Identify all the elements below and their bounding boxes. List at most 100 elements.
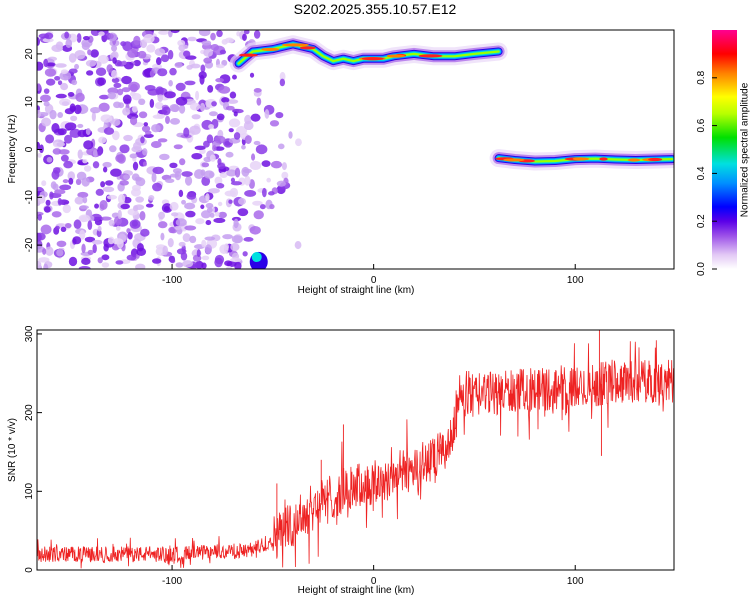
noise-blob bbox=[211, 101, 217, 107]
noise-blob bbox=[195, 260, 204, 269]
noise-blob bbox=[253, 88, 262, 93]
lower-line-peak bbox=[627, 158, 641, 162]
noise-blob bbox=[182, 260, 194, 268]
noise-blob bbox=[184, 175, 193, 186]
noise-blob bbox=[142, 148, 148, 156]
noise-blob bbox=[181, 171, 193, 177]
noise-blob bbox=[54, 189, 66, 195]
noise-blob bbox=[215, 64, 225, 69]
noise-blob bbox=[149, 70, 155, 78]
noise-blob bbox=[253, 30, 261, 39]
noise-blob bbox=[81, 257, 91, 265]
noise-blob bbox=[206, 207, 213, 213]
noise-blob bbox=[75, 178, 82, 186]
noise-blob bbox=[154, 48, 166, 56]
noise-blob bbox=[205, 202, 214, 209]
noise-blob bbox=[42, 248, 47, 255]
noise-blob bbox=[42, 37, 54, 43]
noise-blob bbox=[203, 48, 214, 57]
noise-blob bbox=[250, 113, 261, 122]
colorbar-tick-label: 0.0 bbox=[696, 262, 707, 276]
noise-blob bbox=[275, 112, 284, 119]
noise-blob bbox=[37, 83, 41, 92]
noise-blob bbox=[37, 61, 44, 71]
noise-blob bbox=[143, 33, 155, 44]
noise-blob bbox=[102, 166, 108, 173]
noise-blob bbox=[154, 102, 164, 110]
noise-blob bbox=[203, 170, 215, 179]
noise-blob bbox=[100, 216, 112, 221]
noise-blob bbox=[228, 118, 241, 128]
noise-blob bbox=[159, 153, 170, 161]
noise-blob bbox=[92, 161, 100, 169]
noise-blob bbox=[67, 171, 76, 181]
noise-blob bbox=[149, 98, 155, 108]
noise-blob bbox=[57, 128, 67, 136]
lower-line-peak bbox=[599, 157, 608, 161]
noise-blob bbox=[169, 67, 177, 76]
noise-blob bbox=[169, 201, 179, 211]
noise-blob bbox=[60, 226, 67, 232]
noise-blob bbox=[82, 158, 88, 164]
noise-blob bbox=[74, 50, 86, 60]
x-tick-label: 100 bbox=[567, 576, 584, 587]
colorbar-tick-label: 0.4 bbox=[696, 166, 707, 180]
noise-blob bbox=[201, 162, 210, 168]
noise-blob bbox=[100, 114, 113, 123]
noise-blob bbox=[122, 94, 132, 105]
noise-blob bbox=[201, 40, 212, 46]
noise-blob bbox=[169, 162, 178, 169]
noise-blob bbox=[208, 111, 218, 117]
noise-blob bbox=[200, 204, 205, 210]
noise-blob bbox=[64, 122, 77, 131]
noise-blob bbox=[180, 251, 188, 261]
noise-blob bbox=[99, 199, 108, 210]
noise-blob bbox=[117, 194, 126, 204]
noise-blob bbox=[57, 112, 64, 118]
noise-blob bbox=[281, 171, 289, 180]
noise-blob bbox=[56, 240, 67, 248]
noise-blob bbox=[140, 136, 145, 144]
y-tick-label: 10 bbox=[24, 96, 35, 108]
noise-blob bbox=[279, 78, 286, 87]
noise-blob bbox=[212, 145, 217, 152]
snr-y-label: SNR (10 * v/v) bbox=[7, 418, 18, 482]
noise-blob bbox=[130, 116, 138, 126]
x-tick-label: 0 bbox=[371, 576, 377, 587]
noise-blob bbox=[81, 42, 90, 51]
noise-blob bbox=[170, 30, 180, 34]
noise-blob bbox=[68, 68, 78, 74]
noise-blob bbox=[121, 87, 131, 93]
noise-blob bbox=[37, 200, 41, 207]
noise-blob bbox=[201, 176, 211, 187]
noise-blob bbox=[54, 225, 60, 231]
y-tick-label: 100 bbox=[24, 483, 35, 500]
noise-blob bbox=[169, 258, 176, 264]
noise-blob bbox=[43, 263, 49, 269]
noise-blob bbox=[168, 80, 173, 87]
noise-blob bbox=[150, 141, 162, 149]
noise-blob bbox=[112, 130, 120, 141]
noise-blob bbox=[187, 36, 197, 42]
noise-blob bbox=[73, 219, 82, 230]
noise-blob bbox=[158, 211, 166, 220]
noise-blob bbox=[151, 258, 162, 264]
noise-blob bbox=[173, 144, 183, 150]
noise-blob bbox=[191, 114, 201, 120]
noise-blob bbox=[90, 106, 101, 114]
noise-blob bbox=[98, 136, 107, 144]
noise-blob bbox=[110, 168, 122, 177]
noise-blob bbox=[65, 38, 73, 49]
noise-blob bbox=[208, 188, 220, 194]
lower-line-peak bbox=[503, 158, 525, 162]
noise-blob bbox=[221, 97, 230, 103]
noise-blob bbox=[155, 57, 162, 66]
noise-blob bbox=[67, 92, 75, 97]
noise-blob bbox=[108, 33, 114, 39]
noise-blob bbox=[139, 210, 146, 221]
colorbar: 0.0 0.2 0.4 0.6 0.8 Normalized spectral ampl… bbox=[696, 30, 750, 276]
noise-blob bbox=[165, 115, 170, 125]
snr-y-ticks: 0 100 200 300 bbox=[24, 325, 42, 573]
noise-blob bbox=[59, 98, 71, 106]
noise-blob bbox=[241, 166, 250, 177]
